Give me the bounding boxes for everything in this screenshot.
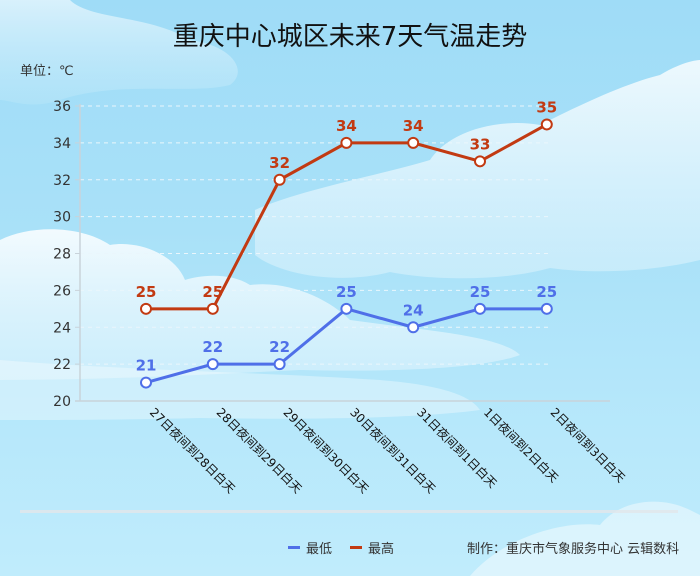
low-temp-label: 22 bbox=[202, 338, 223, 356]
high-temp-label: 34 bbox=[336, 117, 357, 135]
low-temp-label: 25 bbox=[536, 283, 557, 301]
legend-label-low: 最低 bbox=[306, 542, 333, 557]
legend-label-high: 最高 bbox=[368, 542, 395, 557]
low-temp-point[interactable] bbox=[407, 321, 420, 334]
y-tick-label: 22 bbox=[53, 357, 71, 373]
unit-label: 单位：℃ bbox=[20, 64, 74, 79]
low-temp-label: 24 bbox=[403, 301, 424, 319]
high-temp-label: 33 bbox=[470, 135, 491, 153]
y-tick-label: 26 bbox=[53, 283, 71, 299]
low-temp-label: 21 bbox=[136, 357, 157, 375]
high-temp-point[interactable] bbox=[140, 302, 152, 315]
y-tick-label: 20 bbox=[53, 394, 71, 410]
high-temp-point[interactable] bbox=[206, 302, 219, 315]
y-tick-label: 32 bbox=[53, 173, 71, 189]
high-temp-point[interactable] bbox=[540, 118, 553, 131]
y-axis: 20 22 24 26 28 30 32 34 36 bbox=[53, 99, 81, 410]
low-temp-label: 25 bbox=[336, 283, 357, 301]
high-temp-label: 25 bbox=[202, 283, 223, 301]
high-temp-point[interactable] bbox=[340, 136, 353, 149]
y-tick-label: 24 bbox=[53, 320, 71, 336]
gridlines bbox=[80, 105, 550, 365]
high-temp-point[interactable] bbox=[407, 136, 420, 149]
low-temp-point[interactable] bbox=[140, 376, 152, 389]
y-tick-label: 30 bbox=[53, 210, 71, 226]
y-tick-label: 36 bbox=[53, 99, 71, 115]
high-temp-label: 35 bbox=[536, 98, 557, 116]
low-temp-label: 25 bbox=[470, 283, 491, 301]
legend-item-low[interactable]: 最低 bbox=[288, 538, 332, 557]
low-temp-label: 22 bbox=[269, 338, 290, 356]
y-tick-label: 28 bbox=[53, 247, 71, 263]
legend-item-high[interactable]: 最高 bbox=[350, 538, 394, 557]
chart-title: 重庆中心城区未来7天气温走势 bbox=[172, 22, 528, 52]
credit-text: 制作：重庆市气象服务中心 云辑数科 bbox=[467, 542, 680, 557]
high-temp-point[interactable] bbox=[273, 173, 286, 186]
high-temp-label: 25 bbox=[136, 283, 157, 301]
legend: 最低 最高 bbox=[288, 538, 404, 557]
low-temp-point[interactable] bbox=[474, 302, 486, 315]
divider bbox=[20, 510, 678, 513]
high-temp-label: 32 bbox=[269, 154, 290, 172]
low-temp-point[interactable] bbox=[340, 302, 353, 315]
legend-swatch-high bbox=[350, 546, 363, 549]
low-temp-point[interactable] bbox=[540, 302, 553, 315]
low-temp-point[interactable] bbox=[206, 358, 219, 371]
x-axis: 27日夜间到28日白天28日夜间到29日白天29日夜间到30日白天30日夜间到3… bbox=[75, 400, 628, 496]
y-tick-label: 34 bbox=[53, 136, 71, 152]
series-lines: 21 22 22 25 24 25 25 25 25 32 34 34 33 35 bbox=[136, 98, 557, 389]
high-temp-point[interactable] bbox=[474, 155, 486, 168]
high-temp-label: 34 bbox=[403, 117, 424, 135]
low-temp-point[interactable] bbox=[273, 358, 286, 371]
legend-swatch-low bbox=[288, 546, 300, 549]
